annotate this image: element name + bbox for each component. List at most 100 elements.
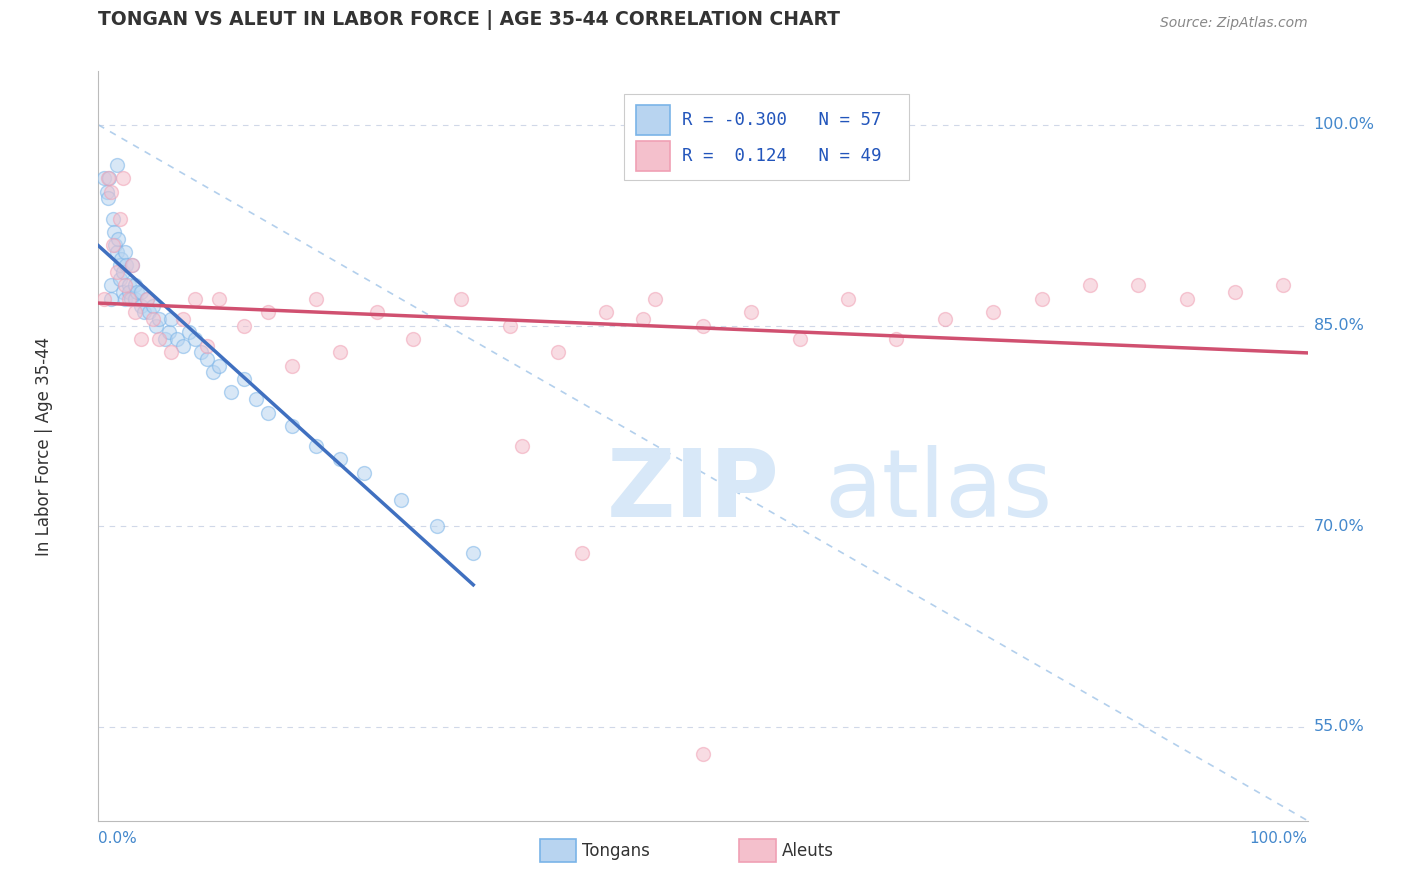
Point (124, 278, 146, 293)
FancyBboxPatch shape (637, 105, 671, 135)
Point (129, 285, 152, 300)
Point (305, 439, 328, 453)
Point (142, 312, 165, 326)
Point (111, 265, 134, 279)
Point (232, 372, 254, 386)
Point (1078, 278, 1101, 293)
Text: Aleuts: Aleuts (782, 842, 834, 860)
Point (93, 292, 115, 306)
Point (160, 345, 183, 359)
Point (353, 466, 375, 480)
Point (172, 312, 194, 326)
Point (129, 332, 152, 346)
Point (111, 285, 134, 300)
Point (153, 332, 176, 346)
Text: 100.0%: 100.0% (1313, 118, 1375, 132)
Point (571, 546, 593, 560)
Point (105, 244, 128, 259)
Point (160, 312, 183, 326)
Point (281, 359, 304, 373)
Text: Source: ZipAtlas.com: Source: ZipAtlas.com (1160, 16, 1308, 30)
Point (108, 271, 131, 285)
Point (107, 232, 129, 246)
Point (184, 292, 207, 306)
Point (692, 747, 714, 761)
Point (103, 225, 125, 239)
Point (305, 292, 328, 306)
Point (135, 292, 157, 306)
Point (195, 352, 218, 367)
Point (981, 305, 1004, 319)
Point (450, 292, 472, 306)
Point (135, 292, 157, 306)
Point (1031, 292, 1053, 306)
Point (329, 345, 352, 359)
Point (208, 292, 231, 306)
Point (129, 298, 152, 313)
Point (202, 366, 225, 380)
Point (114, 278, 136, 293)
Point (111, 171, 134, 186)
Point (114, 292, 136, 306)
FancyBboxPatch shape (740, 839, 776, 862)
Point (100, 292, 122, 306)
Point (510, 439, 533, 453)
Point (402, 332, 425, 346)
Point (221, 385, 243, 400)
Point (740, 305, 762, 319)
Point (101, 211, 124, 226)
Text: Tongans: Tongans (582, 842, 650, 860)
Point (100, 185, 122, 199)
Point (256, 305, 278, 319)
Point (142, 298, 165, 313)
Point (97, 192, 120, 206)
Point (134, 305, 156, 319)
Point (115, 259, 138, 273)
Point (100, 278, 122, 293)
Point (121, 259, 143, 273)
Point (104, 238, 127, 252)
Point (118, 278, 141, 293)
Point (837, 292, 859, 306)
Point (157, 326, 180, 340)
Point (208, 359, 231, 373)
Point (281, 419, 304, 434)
Point (120, 292, 142, 306)
Text: 0.0%: 0.0% (98, 831, 138, 847)
Point (195, 339, 218, 353)
Text: 70.0%: 70.0% (1313, 519, 1364, 533)
FancyBboxPatch shape (540, 839, 576, 862)
Point (389, 492, 412, 507)
Point (148, 312, 170, 326)
Point (110, 252, 132, 266)
FancyBboxPatch shape (637, 141, 671, 171)
Point (631, 312, 654, 326)
Text: TONGAN VS ALEUT IN LABOR FORCE | AGE 35-44 CORRELATION CHART: TONGAN VS ALEUT IN LABOR FORCE | AGE 35-… (98, 10, 841, 30)
Point (547, 345, 569, 359)
Point (498, 318, 520, 333)
Point (145, 318, 167, 333)
Point (108, 211, 131, 226)
Text: R =  0.124   N = 49: R = 0.124 N = 49 (682, 147, 882, 165)
Text: R = -0.300   N = 57: R = -0.300 N = 57 (682, 112, 882, 129)
Point (256, 405, 278, 419)
Point (101, 238, 124, 252)
Text: atlas: atlas (824, 445, 1052, 537)
Text: In Labor Force | Age 35-44: In Labor Force | Age 35-44 (35, 336, 53, 556)
Point (98, 171, 121, 186)
Text: 85.0%: 85.0% (1313, 318, 1364, 333)
Point (148, 332, 170, 346)
Point (138, 305, 160, 319)
Point (692, 318, 714, 333)
Point (105, 158, 128, 172)
Point (124, 305, 146, 319)
Point (127, 285, 149, 300)
Point (232, 318, 254, 333)
Point (595, 305, 617, 319)
Point (114, 244, 136, 259)
Point (366, 305, 388, 319)
Text: 55.0%: 55.0% (1313, 720, 1364, 734)
Text: 100.0%: 100.0% (1250, 831, 1308, 847)
Point (179, 326, 201, 340)
Point (245, 392, 267, 407)
